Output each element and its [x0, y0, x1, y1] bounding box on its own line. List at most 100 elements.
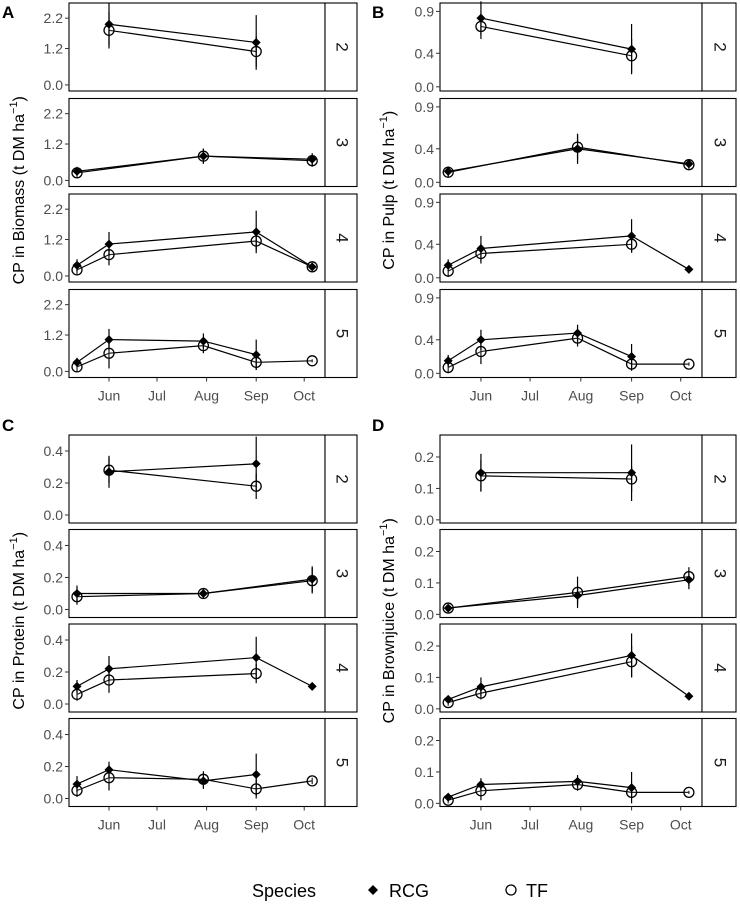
legend: Species RCG TF: [252, 881, 548, 901]
x-tick-label: Aug: [568, 388, 593, 404]
data-point: [443, 694, 453, 704]
legend-tf-label: TF: [526, 881, 548, 901]
y-tick-label: 0.2: [415, 638, 435, 654]
facet-strip: [324, 717, 358, 808]
data-point: [684, 691, 694, 701]
series-line: [447, 243, 632, 272]
data-point: [476, 13, 486, 23]
facet-3: 3 0.0 0.2 0.4: [44, 528, 358, 619]
series-rcg: [72, 148, 317, 176]
series-tf: [71, 148, 318, 179]
series-line: [108, 29, 257, 53]
series-line: [480, 17, 632, 50]
data-point: [443, 356, 453, 366]
panel-letter: A: [2, 3, 14, 22]
y-tick-label: 0.2: [44, 664, 64, 680]
facet-strip: [324, 97, 358, 188]
series-rcg: [476, 1, 637, 75]
facet-2: 2 0.0 0.1 0.2: [415, 434, 737, 528]
data-point: [627, 231, 637, 241]
series-line: [76, 769, 257, 785]
series-line: [76, 231, 313, 268]
series-line: [447, 654, 690, 700]
panel-a: A CP in Biomass (t DM ha−1) 2 0.0 1.2 2.2 3 0.0…: [2, 2, 358, 404]
facet-strip-label: 5: [333, 758, 352, 767]
data-point: [684, 264, 694, 274]
y-tick-label: 0.9: [415, 194, 435, 210]
x-tick-label: Jun: [98, 817, 121, 833]
series-rcg: [443, 219, 694, 274]
series-rcg: [443, 633, 694, 704]
y-axis-label: CP in Protein (t DM ha−1): [8, 532, 28, 710]
data-point: [251, 350, 261, 360]
x-tick-label: Aug: [568, 817, 593, 833]
facet-strip: [701, 288, 737, 379]
data-point: [251, 227, 261, 237]
data-point: [684, 159, 694, 169]
facet-strip: [701, 528, 737, 619]
data-point: [307, 154, 317, 164]
x-tick-label: Sep: [619, 388, 644, 404]
x-tick-label: Aug: [194, 388, 219, 404]
y-tick-label: 0.4: [415, 332, 435, 348]
data-point: [627, 468, 637, 478]
x-tick-label: Jun: [98, 388, 121, 404]
y-tick-label: 0.0: [44, 602, 64, 618]
series-tf: [475, 460, 638, 492]
facet-strip: [701, 717, 737, 808]
y-tick-label: 2.2: [44, 201, 64, 217]
facet-strip-label: 4: [333, 663, 352, 672]
x-tick-label: Oct: [670, 388, 692, 404]
data-point: [573, 328, 583, 338]
series-rcg: [72, 328, 261, 370]
data-point: [198, 776, 208, 786]
data-point: [306, 355, 318, 367]
facet-4: 4 0.0 1.2 2.2: [44, 193, 358, 284]
series-line: [76, 155, 313, 172]
facet-5: 5 0.0 1.2 2.2 Jun Jul Aug Sep Oct: [44, 288, 358, 404]
series-rcg: [443, 324, 637, 370]
series-rcg: [443, 771, 637, 804]
facet-strip: [324, 193, 358, 283]
y-tick-label: 0.4: [44, 538, 64, 554]
data-point: [72, 779, 82, 789]
data-point: [72, 260, 82, 270]
facet-3: 3 0.0 1.2 2.2: [44, 97, 358, 188]
data-point: [251, 459, 261, 469]
y-axis-label: CP in Biomass (t DM ha−1): [8, 96, 28, 284]
data-point: [443, 166, 453, 176]
x-tick-label: Jul: [148, 817, 166, 833]
facet-strip: [701, 193, 737, 283]
data-point: [307, 681, 317, 691]
y-tick-label: 0.0: [44, 172, 64, 188]
facet-frame: [68, 97, 326, 188]
facet-strip-label: 2: [333, 42, 352, 51]
data-point: [198, 151, 208, 161]
data-point: [307, 574, 317, 584]
facet-4: 4 0.0 0.4 0.9: [415, 193, 737, 286]
facet-strip-label: 4: [711, 663, 730, 672]
data-point: [104, 335, 114, 345]
data-point: [104, 19, 114, 29]
data-point: [72, 166, 82, 176]
x-tick-label: Jul: [521, 817, 539, 833]
facet-strip: [701, 623, 737, 713]
data-point: [251, 653, 261, 663]
data-point: [104, 467, 114, 477]
y-tick-label: 0.0: [44, 268, 64, 284]
y-tick-label: 0.0: [415, 701, 435, 717]
data-point: [627, 44, 637, 54]
data-point: [627, 650, 637, 660]
facet-strip: [324, 2, 358, 92]
data-point: [104, 664, 114, 674]
series-tf: [71, 567, 318, 605]
series-line: [76, 338, 257, 363]
series-tf: [103, 457, 262, 499]
data-point: [683, 786, 695, 799]
panel-letter: C: [2, 416, 14, 435]
facet-strip: [324, 288, 358, 379]
data-point: [627, 783, 637, 793]
series-line: [447, 332, 632, 362]
data-point: [251, 37, 261, 47]
series-rcg: [72, 210, 317, 272]
